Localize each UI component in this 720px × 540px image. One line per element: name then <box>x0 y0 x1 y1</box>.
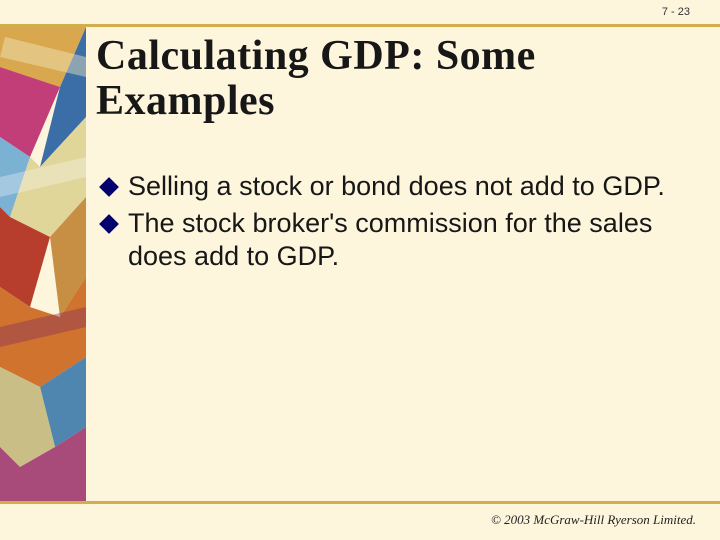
slide-title: Calculating GDP: Some Examples <box>96 34 536 125</box>
sidebar-decorative-image <box>0 27 86 501</box>
title-line-1: Calculating GDP: Some <box>96 33 536 79</box>
title-line-2: Examples <box>96 78 275 124</box>
top-band <box>0 0 720 24</box>
diamond-bullet-icon <box>99 214 119 234</box>
list-item: The stock broker's commission for the sa… <box>100 207 684 273</box>
page-number: 7 - 23 <box>662 6 690 18</box>
abstract-stripes-svg <box>0 27 86 501</box>
bullet-text: Selling a stock or bond does not add to … <box>128 170 665 203</box>
bullet-text: The stock broker's commission for the sa… <box>128 207 684 273</box>
diamond-bullet-icon <box>99 177 119 197</box>
copyright-text: © 2003 McGraw-Hill Ryerson Limited. <box>491 512 696 528</box>
gold-rule-top <box>0 24 720 27</box>
list-item: Selling a stock or bond does not add to … <box>100 170 684 203</box>
gold-rule-bottom <box>0 501 720 504</box>
bullet-list: Selling a stock or bond does not add to … <box>100 170 684 277</box>
